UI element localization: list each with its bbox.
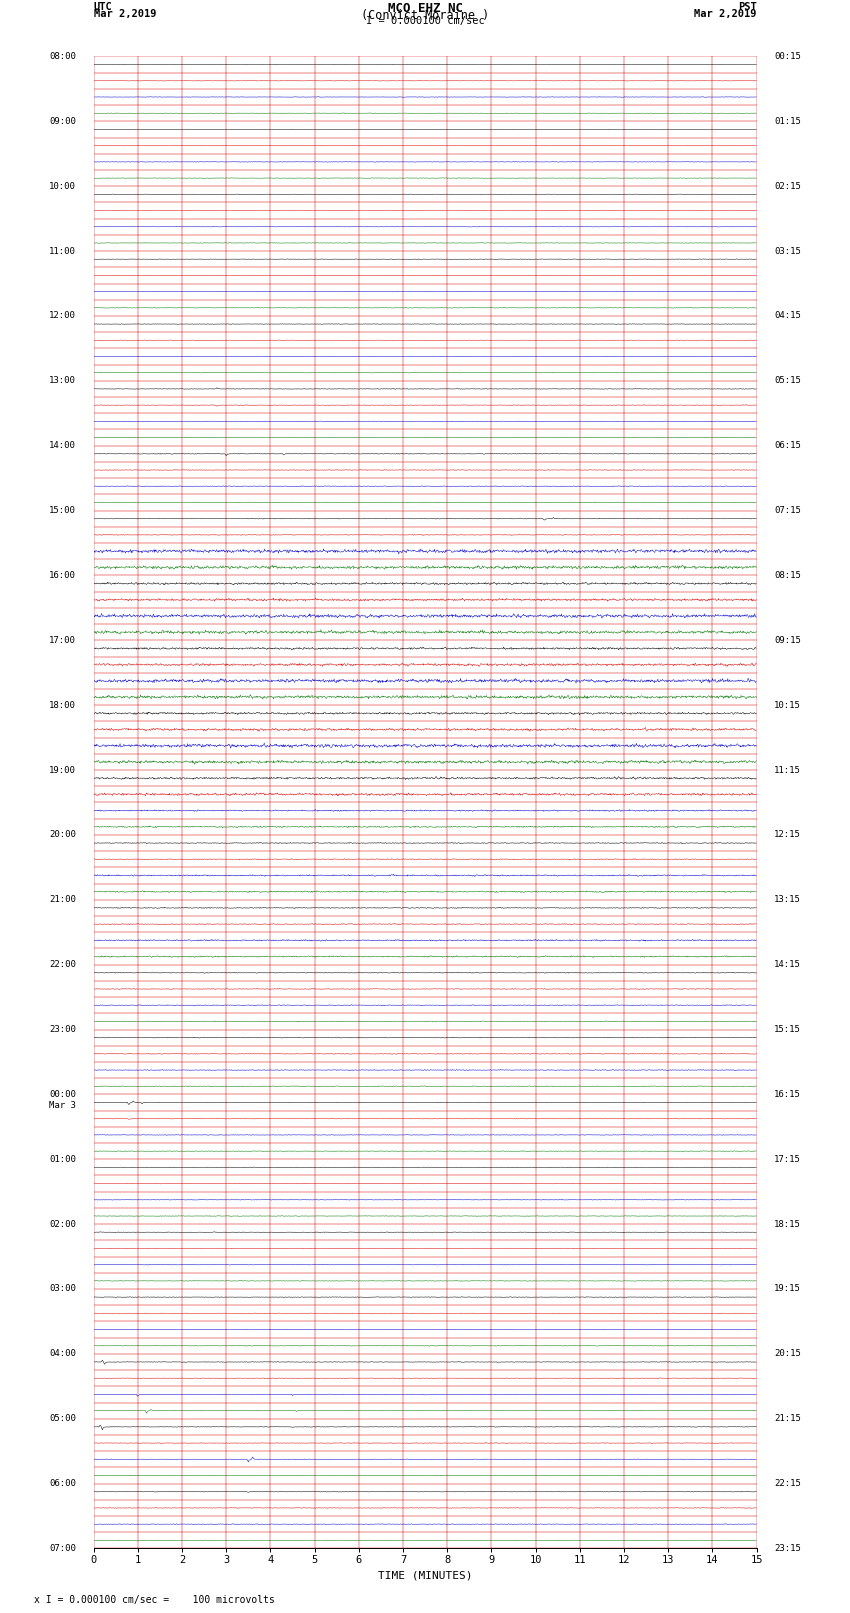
Text: 14:00: 14:00 <box>49 442 76 450</box>
Text: 01:15: 01:15 <box>774 116 801 126</box>
Text: 23:00: 23:00 <box>49 1024 76 1034</box>
Text: 07:15: 07:15 <box>774 506 801 515</box>
Text: I = 0.000100 cm/sec: I = 0.000100 cm/sec <box>366 16 484 26</box>
Text: 06:00: 06:00 <box>49 1479 76 1489</box>
Text: (Convict Moraine ): (Convict Moraine ) <box>361 10 489 23</box>
Text: 20:00: 20:00 <box>49 831 76 839</box>
Text: 17:00: 17:00 <box>49 636 76 645</box>
Text: 09:00: 09:00 <box>49 116 76 126</box>
Text: Mar 3: Mar 3 <box>49 1102 76 1110</box>
Text: 19:00: 19:00 <box>49 766 76 774</box>
Text: x I = 0.000100 cm/sec =    100 microvolts: x I = 0.000100 cm/sec = 100 microvolts <box>34 1595 275 1605</box>
Text: 11:00: 11:00 <box>49 247 76 255</box>
Text: 05:00: 05:00 <box>49 1415 76 1423</box>
Text: 02:15: 02:15 <box>774 182 801 190</box>
Text: Mar 2,2019: Mar 2,2019 <box>694 10 756 19</box>
Text: 02:00: 02:00 <box>49 1219 76 1229</box>
Text: MCO EHZ NC: MCO EHZ NC <box>388 3 462 16</box>
Text: 03:15: 03:15 <box>774 247 801 255</box>
Text: 14:15: 14:15 <box>774 960 801 969</box>
Text: 18:00: 18:00 <box>49 700 76 710</box>
Text: 09:15: 09:15 <box>774 636 801 645</box>
Text: 23:15: 23:15 <box>774 1544 801 1553</box>
Text: 10:00: 10:00 <box>49 182 76 190</box>
Text: 18:15: 18:15 <box>774 1219 801 1229</box>
Text: 00:15: 00:15 <box>774 52 801 61</box>
Text: 08:15: 08:15 <box>774 571 801 581</box>
Text: 15:15: 15:15 <box>774 1024 801 1034</box>
Text: 22:15: 22:15 <box>774 1479 801 1489</box>
Text: 04:00: 04:00 <box>49 1350 76 1358</box>
Text: 03:00: 03:00 <box>49 1284 76 1294</box>
Text: 16:15: 16:15 <box>774 1090 801 1098</box>
Text: 12:15: 12:15 <box>774 831 801 839</box>
Text: 11:15: 11:15 <box>774 766 801 774</box>
Text: PST: PST <box>738 3 756 13</box>
Text: 20:15: 20:15 <box>774 1350 801 1358</box>
Text: 04:15: 04:15 <box>774 311 801 321</box>
Text: Mar 2,2019: Mar 2,2019 <box>94 10 156 19</box>
Text: 21:15: 21:15 <box>774 1415 801 1423</box>
X-axis label: TIME (MINUTES): TIME (MINUTES) <box>377 1571 473 1581</box>
Text: 22:00: 22:00 <box>49 960 76 969</box>
Text: 17:15: 17:15 <box>774 1155 801 1163</box>
Text: 15:00: 15:00 <box>49 506 76 515</box>
Text: 13:00: 13:00 <box>49 376 76 386</box>
Text: 21:00: 21:00 <box>49 895 76 905</box>
Text: 10:15: 10:15 <box>774 700 801 710</box>
Text: 06:15: 06:15 <box>774 442 801 450</box>
Text: 00:00: 00:00 <box>49 1090 76 1098</box>
Text: 12:00: 12:00 <box>49 311 76 321</box>
Text: 19:15: 19:15 <box>774 1284 801 1294</box>
Text: 01:00: 01:00 <box>49 1155 76 1163</box>
Text: UTC: UTC <box>94 3 112 13</box>
Text: 05:15: 05:15 <box>774 376 801 386</box>
Text: 07:00: 07:00 <box>49 1544 76 1553</box>
Text: 16:00: 16:00 <box>49 571 76 581</box>
Text: 08:00: 08:00 <box>49 52 76 61</box>
Text: 13:15: 13:15 <box>774 895 801 905</box>
